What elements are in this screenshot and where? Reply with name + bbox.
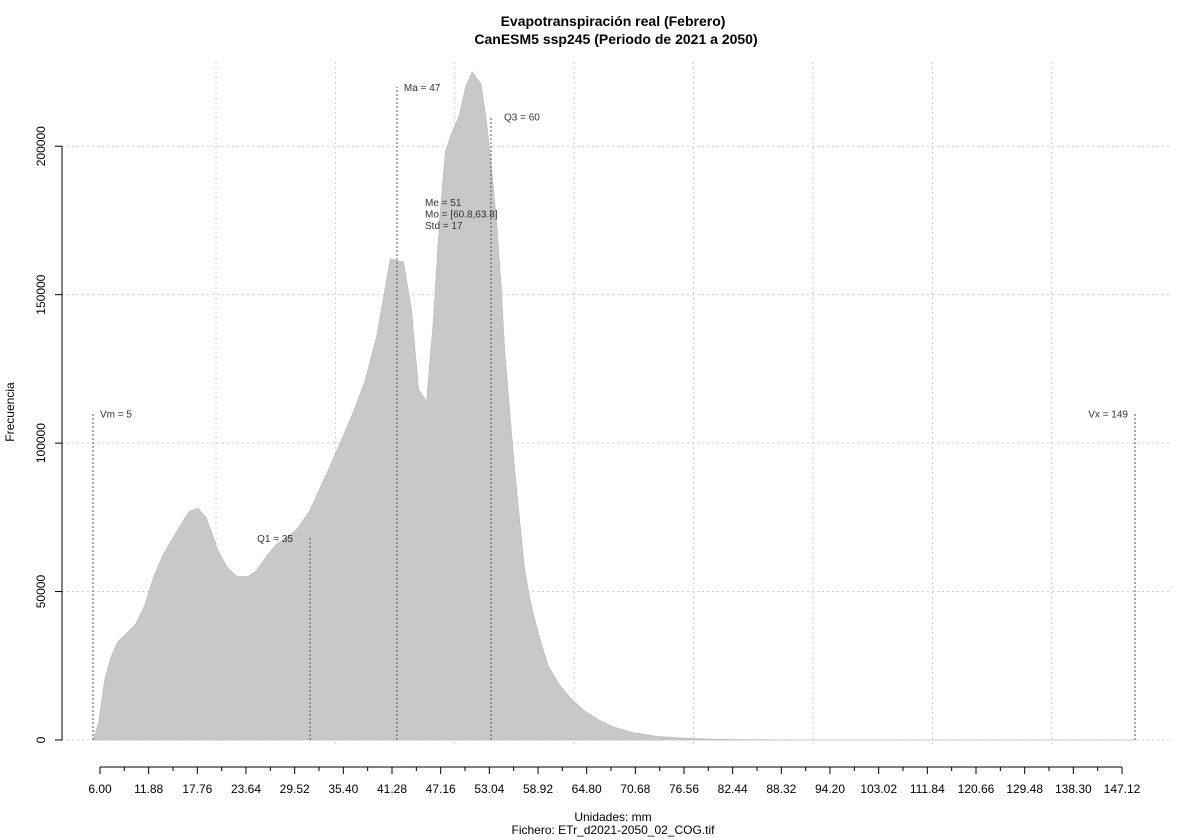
y-tick-label: 50000 bbox=[34, 575, 48, 609]
x-axis-label: Unidades: mm bbox=[574, 810, 651, 824]
x-tick-label: 82.44 bbox=[718, 782, 748, 796]
y-tick-label: 0 bbox=[34, 736, 48, 743]
y-axis-label: Frecuencia bbox=[3, 382, 17, 442]
stats-line: Mo = [60.8,63.8] bbox=[425, 210, 498, 221]
axes: 0 50000 100000 150000 200000 6.00 11.88 17.76 23… bbox=[34, 126, 1141, 796]
x-tick-label: 23.64 bbox=[231, 782, 261, 796]
x-tick-label: 58.92 bbox=[523, 782, 553, 796]
x-tick-label: 64.80 bbox=[572, 782, 602, 796]
x-tick-label: 6.00 bbox=[88, 782, 112, 796]
x-tick-label: 17.76 bbox=[182, 782, 212, 796]
x-tick-label: 35.40 bbox=[328, 782, 358, 796]
area-layer bbox=[92, 71, 1135, 741]
x-tick-label: 76.56 bbox=[669, 782, 699, 796]
footer-filename: Fichero: ETr_d2021-2050_02_COG.tif bbox=[512, 823, 716, 837]
y-tick-label: 200000 bbox=[34, 126, 48, 166]
distribution-area bbox=[92, 71, 1135, 741]
chart-subtitle: CanESM5 ssp245 (Periodo de 2021 a 2050) bbox=[474, 31, 757, 47]
x-tick-label: 11.88 bbox=[134, 782, 163, 796]
annotation-label: Q1 = 35 bbox=[257, 534, 293, 545]
y-tick-label: 100000 bbox=[34, 423, 48, 463]
stats-line: Me = 51 bbox=[425, 198, 462, 209]
x-tick-label: 129.48 bbox=[1006, 782, 1043, 796]
x-tick-label: 88.32 bbox=[766, 782, 796, 796]
y-tick-label: 150000 bbox=[34, 274, 48, 314]
x-tick-label: 138.30 bbox=[1055, 782, 1092, 796]
x-tick-label: 103.02 bbox=[860, 782, 897, 796]
annotation-label: Vm = 5 bbox=[100, 409, 132, 420]
x-tick-label: 41.28 bbox=[377, 782, 407, 796]
x-tick-label: 94.20 bbox=[815, 782, 845, 796]
x-tick-label: 120.66 bbox=[958, 782, 995, 796]
x-tick-label: 147.12 bbox=[1104, 782, 1141, 796]
x-tick-label: 53.04 bbox=[474, 782, 504, 796]
x-tick-label: 111.84 bbox=[910, 782, 945, 796]
annotation-label: Vx = 149 bbox=[1088, 409, 1128, 420]
annotation-layer: Vm = 5 Q1 = 35 Ma = 47 Q3 = 60 Vx = 149 Me = … bbox=[92, 83, 1136, 740]
chart-title: Evapotranspiración real (Febrero) bbox=[501, 13, 726, 29]
annotation-label: Ma = 47 bbox=[404, 83, 441, 94]
annotation-label: Q3 = 60 bbox=[504, 113, 540, 124]
x-tick-label: 29.52 bbox=[280, 782, 310, 796]
x-tick-label: 70.68 bbox=[620, 782, 650, 796]
x-tick-label: 47.16 bbox=[426, 782, 456, 796]
stats-line: Std = 17 bbox=[425, 221, 463, 232]
